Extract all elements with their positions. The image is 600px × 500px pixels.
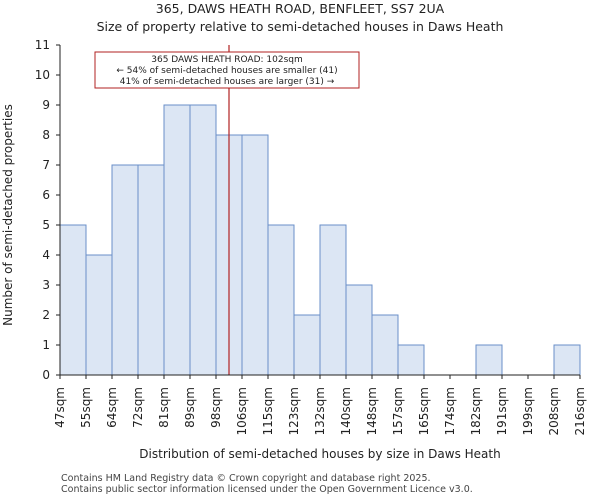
annotation-line-2: ← 54% of semi-detached houses are smalle… <box>116 66 337 76</box>
bar-140sqm <box>345 284 373 376</box>
bar-157sqm <box>397 344 425 376</box>
footer-line-2: Contains public sector information licen… <box>61 484 473 495</box>
bar-64sqm <box>111 164 139 376</box>
annotation-line-1: 365 DAWS HEATH ROAD: 102sqm <box>151 55 303 65</box>
x-tick-label: 191sqm <box>495 387 509 435</box>
bar-47sqm <box>59 224 87 376</box>
bar-132sqm <box>319 224 347 376</box>
x-tick-label: 98sqm <box>209 387 223 428</box>
y-tick-label: 11 <box>35 38 50 52</box>
bar-115sqm <box>267 224 295 376</box>
y-tick-label: 3 <box>42 278 50 292</box>
x-tick-label: 157sqm <box>391 387 405 435</box>
y-tick-label: 7 <box>42 158 50 172</box>
y-tick-label: 6 <box>42 188 50 202</box>
y-tick-label: 8 <box>42 128 50 142</box>
bar-208sqm <box>553 344 581 376</box>
bar-106sqm <box>241 134 269 376</box>
x-tick-label: 64sqm <box>105 387 119 428</box>
y-tick-label: 2 <box>42 308 50 322</box>
x-tick-label: 47sqm <box>53 387 67 428</box>
x-tick-label: 123sqm <box>287 387 301 435</box>
bar-81sqm <box>163 104 191 376</box>
y-tick-label: 10 <box>35 68 50 82</box>
bar-148sqm <box>371 314 399 376</box>
x-tick-label: 216sqm <box>573 387 587 435</box>
y-tick-label: 9 <box>42 98 50 112</box>
x-tick-label: 106sqm <box>235 387 249 435</box>
chart-subtitle: Size of property relative to semi-detach… <box>97 19 504 34</box>
bar-123sqm <box>293 314 321 376</box>
x-tick-label: 132sqm <box>313 387 327 435</box>
y-tick-label: 4 <box>42 248 50 262</box>
bars-group <box>59 104 581 376</box>
annotation-line-3: 41% of semi-detached houses are larger (… <box>120 77 335 87</box>
x-tick-label: 174sqm <box>443 387 457 435</box>
bar-182sqm <box>475 344 503 376</box>
x-tick-label: 199sqm <box>521 387 535 435</box>
x-tick-label: 140sqm <box>339 387 353 435</box>
bar-72sqm <box>137 164 165 376</box>
y-axis-label: Number of semi-detached properties <box>1 104 15 326</box>
x-tick-label: 115sqm <box>261 387 275 435</box>
x-tick-label: 208sqm <box>547 387 561 435</box>
x-tick-label: 148sqm <box>365 387 379 435</box>
x-tick-label: 89sqm <box>183 387 197 428</box>
x-tick-label: 165sqm <box>417 387 431 435</box>
bar-89sqm <box>189 104 217 376</box>
y-tick-label: 5 <box>42 218 50 232</box>
x-axis-label: Distribution of semi-detached houses by … <box>139 447 500 461</box>
y-tick-label: 0 <box>42 368 50 382</box>
bar-55sqm <box>85 254 113 376</box>
chart-title: 365, DAWS HEATH ROAD, BENFLEET, SS7 2UA <box>156 1 445 16</box>
ticks-group: 0 1 2 3 4 5 6 7 8 9 10 11 47sqm 55sqm 64sqm 72sqm 81sqm 8… <box>35 38 587 435</box>
footer-line-1: Contains HM Land Registry data © Crown c… <box>61 473 431 484</box>
x-tick-label: 182sqm <box>469 387 483 435</box>
y-tick-label: 1 <box>42 338 50 352</box>
marker-group: 365 DAWS HEATH ROAD: 102sqm← 54% of semi… <box>94 45 360 375</box>
x-tick-label: 55sqm <box>79 387 93 428</box>
x-tick-label: 81sqm <box>157 387 171 428</box>
x-tick-label: 72sqm <box>131 387 145 428</box>
annotation-box <box>94 51 360 89</box>
footer: Contains HM Land Registry data © Crown c… <box>61 473 473 495</box>
